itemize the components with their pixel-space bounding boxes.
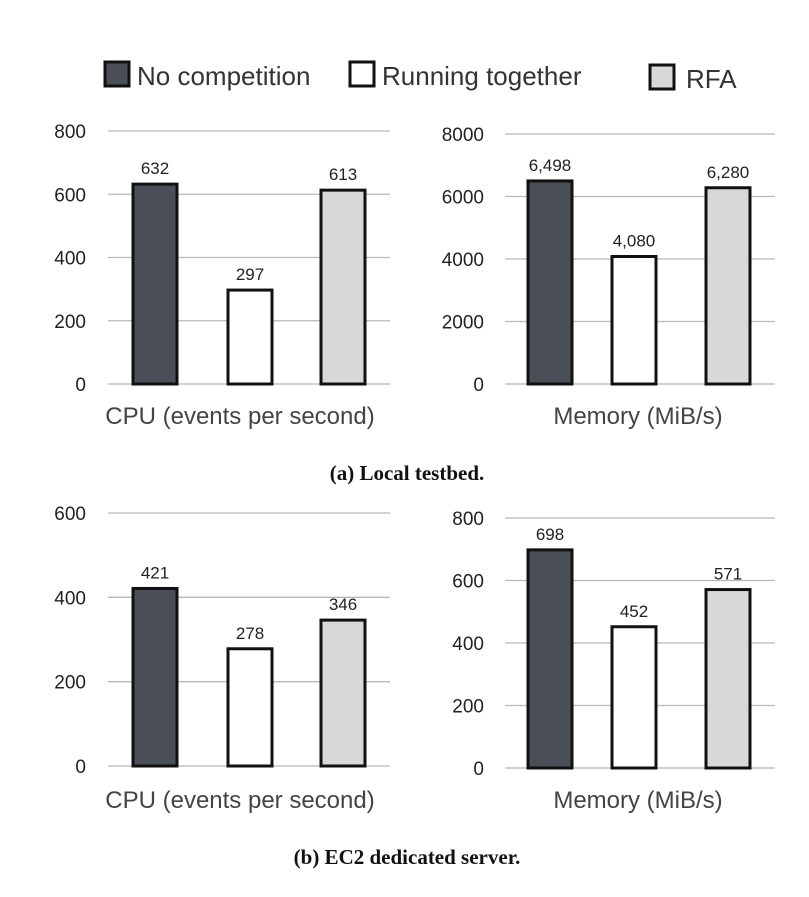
legend-label-no-competition: No competition [137,61,310,91]
legend-item-rfa: RFA [648,63,737,94]
legend-item-running-together: Running together [348,60,582,91]
y-tick-label: 200 [54,312,86,333]
bar-running-together [610,255,658,386]
data-label-rfa: 6,280 [707,163,750,182]
chart-ec2-cpu: 0 200 400 600 421 278 346 CPU (events per secon… [54,504,390,814]
y-tick-label: 400 [452,634,484,655]
chart-local-cpu: 0 200 400 600 800 632 297 613 CPU (events per se… [54,122,390,430]
bar-rfa [319,188,367,386]
legend-label-running-together: Running together [382,61,582,91]
bar-rfa [704,186,752,386]
x-axis-label: Memory (MiB/s) [553,787,722,814]
y-tick-label: 8000 [442,125,484,146]
y-tick-label: 4000 [442,250,484,271]
chart-local-memory: 0 2000 4000 6000 8000 6,498 4,080 6,280 Memory (… [442,125,775,430]
data-label-no-competition: 632 [141,159,169,178]
x-axis-label: CPU (events per second) [105,403,374,430]
legend-item-no-competition: No competition [103,60,310,91]
caption-local-testbed: (a) Local testbed. [330,461,485,485]
y-tick-label: 800 [54,122,86,143]
legend-swatch-running-together [348,60,376,88]
bar-running-together [226,288,274,386]
y-tick-label: 400 [54,249,86,270]
data-label-no-competition: 6,498 [529,156,572,175]
data-label-no-competition: 421 [141,563,169,582]
data-label-rfa: 571 [714,565,742,584]
y-tick-label: 2000 [442,313,484,334]
x-axis-label: Memory (MiB/s) [553,403,722,430]
y-tick-label: 0 [75,375,86,396]
y-tick-label: 0 [75,757,86,778]
bar-no-competition [526,179,574,386]
data-label-running-together: 4,080 [613,232,656,251]
data-label-rfa: 613 [329,165,357,184]
legend-swatch-rfa [648,63,676,91]
legend-label-rfa: RFA [686,64,737,94]
bar-no-competition [131,182,179,386]
y-tick-label: 600 [452,572,484,593]
y-tick-label: 600 [54,185,86,206]
legend: No competition Running together RFA [103,60,737,94]
legend-swatch-no-competition [103,60,131,88]
y-tick-label: 600 [54,504,86,525]
y-tick-label: 0 [473,375,484,396]
bar-running-together [610,625,658,770]
y-tick-label: 200 [54,673,86,694]
data-label-running-together: 297 [236,265,264,284]
data-label-no-competition: 698 [536,525,564,544]
bar-rfa [704,588,752,770]
bar-no-competition [131,586,179,768]
y-tick-label: 400 [54,588,86,609]
data-label-rfa: 346 [329,595,357,614]
chart-ec2-memory: 0 200 400 600 800 698 452 571 Memory (MiB/s) [452,509,775,814]
bar-no-competition [526,548,574,770]
caption-ec2-dedicated-server: (b) EC2 dedicated server. [294,845,521,869]
bar-running-together [226,647,274,768]
y-tick-label: 0 [473,759,484,780]
bar-rfa [319,618,367,768]
data-label-running-together: 278 [236,624,264,643]
x-axis-label: CPU (events per second) [105,787,374,814]
y-tick-label: 800 [452,509,484,530]
y-tick-label: 6000 [442,188,484,209]
data-label-running-together: 452 [620,602,648,621]
y-tick-label: 200 [452,697,484,718]
